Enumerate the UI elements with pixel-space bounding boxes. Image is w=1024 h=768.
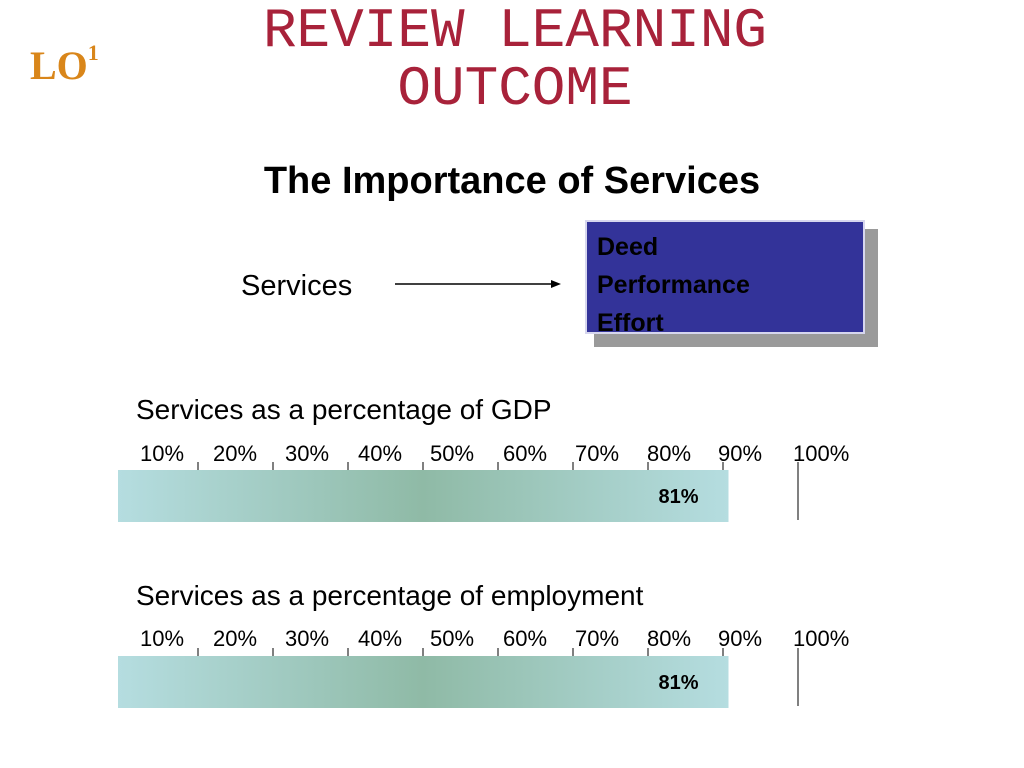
lo-label: LO [30,43,88,88]
services-term: Services [241,270,353,302]
gdp-tick-label: 100% [793,441,850,466]
employment-tick-label: 70% [575,626,620,651]
gdp-tick-label: 10% [140,441,185,466]
employment-tick-label: 80% [647,626,692,651]
gdp-tick-label: 30% [285,441,330,466]
lo-number: 1 [87,40,99,65]
employment-tick-label: 20% [213,626,258,651]
gdp-tick-label: 90% [718,441,763,466]
arrow-right-icon [395,280,561,288]
gdp-bar [118,470,729,522]
employment-tick-label: 100% [793,626,850,651]
review-learning-outcome-heading: REVIEW LEARNING OUTCOME [170,2,860,118]
gdp-value-label: 81% [658,486,698,508]
gdp-tick-label: 60% [503,441,548,466]
gdp-tick-label: 80% [647,441,692,466]
gdp-tick-label: 50% [430,441,475,466]
employment-tick-label: 10% [140,626,185,651]
gdp-bar-chart: 81% [118,462,799,522]
definition-item-performance: Performance [597,271,750,299]
definition-item-deed: Deed [597,233,659,261]
employment-bar-chart: 81% [118,648,799,708]
gdp-tick-label: 20% [213,441,258,466]
gdp-tick-label: 40% [358,441,403,466]
definition-box: Deed Performance Effort [585,220,865,337]
employment-tick-label: 40% [358,626,403,651]
gdp-tick-label: 70% [575,441,620,466]
slide-title: The Importance of Services [263,160,761,202]
gdp-chart-title: Services as a percentage of GDP [136,394,552,425]
review-heading-line-2: OUTCOME [397,57,633,121]
definition-item-effort: Effort [597,309,664,337]
review-heading-line-1: REVIEW LEARNING [262,0,768,63]
learning-outcome-badge: LO1 [30,42,99,88]
employment-tick-label: 50% [430,626,475,651]
employment-bar [118,656,729,708]
employment-chart-title: Services as a percentage of employment [136,580,644,611]
employment-tick-label: 30% [285,626,330,651]
employment-tick-label: 60% [503,626,548,651]
employment-value-label: 81% [658,672,698,694]
employment-tick-label: 90% [718,626,763,651]
